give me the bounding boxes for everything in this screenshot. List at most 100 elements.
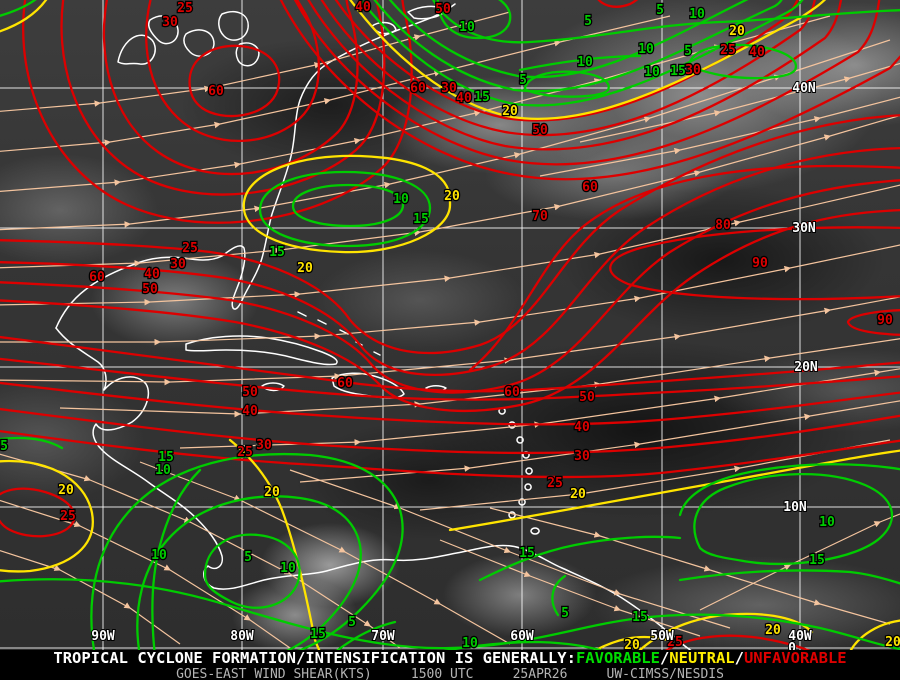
shear-contour-green bbox=[151, 468, 202, 650]
contour-value-label: 25 bbox=[547, 476, 563, 491]
contour-value-label: 5 bbox=[684, 44, 692, 59]
shear-contour-green bbox=[258, 170, 432, 248]
shear-contour-green bbox=[478, 535, 682, 582]
shear-contour-red bbox=[145, 0, 320, 143]
shear-contour-red bbox=[846, 309, 900, 336]
longitude-label: 40W bbox=[788, 629, 812, 644]
shear-contour-green bbox=[90, 452, 404, 650]
contour-value-label: 5 bbox=[561, 606, 569, 621]
shear-contour-red bbox=[188, 44, 281, 118]
shear-contour-red bbox=[0, 407, 900, 455]
shear-contour-yellow bbox=[349, 0, 827, 120]
shear-contour-red bbox=[0, 209, 900, 412]
shear-contour-red bbox=[60, 0, 386, 196]
contour-value-label: 60 bbox=[504, 385, 520, 400]
contour-value-label: 10 bbox=[393, 192, 409, 207]
satellite-map-canvas: 25 30 40 50 60 60 30 40 50 30 25 40 60 50 40 30 25 60 70 80… bbox=[0, 0, 900, 650]
shear-contour-green bbox=[443, 640, 602, 650]
shear-contour-green bbox=[0, 436, 64, 450]
shear-contour-green bbox=[678, 569, 900, 585]
wind-streamline bbox=[539, 96, 900, 177]
contour-value-label: 60 bbox=[337, 376, 353, 391]
contour-value-label: 20 bbox=[729, 24, 745, 39]
contour-value-label: 10 bbox=[155, 463, 171, 478]
shear-contour-red bbox=[609, 226, 900, 301]
contour-value-label: 40 bbox=[749, 45, 765, 60]
shear-contour-red bbox=[22, 0, 413, 224]
shear-contour-red bbox=[0, 114, 900, 355]
unfavorable-label: UNFAVORABLE bbox=[743, 649, 847, 667]
contour-value-label: 70 bbox=[532, 209, 548, 224]
shear-contour-red bbox=[279, 0, 900, 181]
shear-contour-green bbox=[518, 54, 642, 72]
wind-streamline bbox=[299, 400, 900, 483]
shear-contour-red bbox=[320, 0, 816, 137]
latitude-label: 10N bbox=[783, 500, 807, 515]
shear-contour-yellow bbox=[0, 0, 48, 33]
contour-value-label: 90 bbox=[877, 313, 893, 328]
shear-contour-green bbox=[359, 0, 804, 107]
streamlines-layer bbox=[0, 11, 900, 649]
grid-labels-layer: 90W 80W 70W 60W 50W 40W 40N 30N 20N 10N 0 bbox=[90, 80, 819, 650]
contour-value-label: 10 bbox=[689, 7, 705, 22]
contour-value-label: 50 bbox=[435, 2, 451, 17]
contour-value-label: 20 bbox=[502, 104, 518, 119]
shear-contour-green bbox=[693, 472, 894, 566]
shear-contour-green bbox=[291, 183, 405, 228]
contour-value-label: 25 bbox=[60, 509, 76, 524]
contour-value-label: 15 bbox=[310, 627, 326, 642]
contour-value-label: 10 bbox=[577, 55, 593, 70]
contour-value-label: 20 bbox=[570, 487, 586, 502]
contour-value-label: 30 bbox=[170, 257, 186, 272]
longitude-label: 80W bbox=[230, 629, 254, 644]
wind-streamline bbox=[139, 461, 511, 645]
shear-contour-red bbox=[307, 0, 843, 151]
contour-value-label: 5 bbox=[348, 615, 356, 630]
wind-streamline bbox=[489, 507, 891, 625]
shear-contour-red bbox=[664, 634, 811, 650]
longitude-label: 90W bbox=[91, 629, 115, 644]
contour-value-label: 30 bbox=[685, 63, 701, 78]
contour-value-label: 20 bbox=[58, 483, 74, 498]
status-line: TROPICAL CYCLONE FORMATION/INTENSIFICATI… bbox=[0, 649, 900, 667]
contour-value-label: 25 bbox=[667, 635, 683, 650]
wind-streamline bbox=[0, 499, 291, 649]
contour-value-label: 20 bbox=[885, 635, 900, 650]
contour-value-label: 30 bbox=[574, 449, 590, 464]
shear-contour-green bbox=[432, 0, 900, 44]
contour-value-label: 60 bbox=[582, 180, 598, 195]
favorable-label: FAVORABLE bbox=[575, 649, 660, 667]
contour-value-label: 30 bbox=[162, 15, 178, 30]
shear-contour-green bbox=[203, 533, 301, 609]
contour-value-label: 25 bbox=[237, 445, 253, 460]
contour-value-label: 15 bbox=[632, 610, 648, 625]
shear-contour-green bbox=[373, 0, 783, 93]
product-info-line: GOES-EAST WIND SHEAR(KTS) 1500 UTC 25APR… bbox=[176, 666, 724, 680]
shear-contour-green bbox=[688, 43, 798, 80]
caption-bar: TROPICAL CYCLONE FORMATION/INTENSIFICATI… bbox=[0, 650, 900, 680]
separator: / bbox=[734, 649, 744, 667]
shear-contour-red bbox=[0, 487, 76, 538]
shear-contour-red bbox=[0, 381, 900, 426]
contour-value-label: 10 bbox=[638, 42, 654, 57]
contour-value-label: 50 bbox=[142, 282, 158, 297]
shear-contour-red bbox=[0, 357, 900, 401]
shear-contour-red bbox=[293, 0, 881, 166]
shear-contour-green bbox=[436, 0, 512, 40]
shear-contour-green bbox=[388, 0, 749, 79]
wind-streamline bbox=[179, 368, 900, 449]
neutral-label: NEUTRAL bbox=[669, 649, 735, 667]
contour-value-label: 50 bbox=[242, 385, 258, 400]
shear-contour-green bbox=[523, 70, 610, 98]
contour-value-label: 20 bbox=[297, 261, 313, 276]
contour-value-label: 15 bbox=[809, 553, 825, 568]
contour-value-label: 10 bbox=[151, 548, 167, 563]
contour-value-label: 50 bbox=[579, 390, 595, 405]
separator: / bbox=[659, 649, 670, 667]
contour-value-label: 5 bbox=[656, 3, 664, 18]
contour-value-label: 25 bbox=[720, 43, 736, 58]
contour-value-label: 5 bbox=[244, 550, 252, 565]
latitude-label: 30N bbox=[792, 221, 816, 236]
shear-contour-yellow bbox=[242, 154, 452, 254]
contour-value-label: 10 bbox=[459, 20, 475, 35]
